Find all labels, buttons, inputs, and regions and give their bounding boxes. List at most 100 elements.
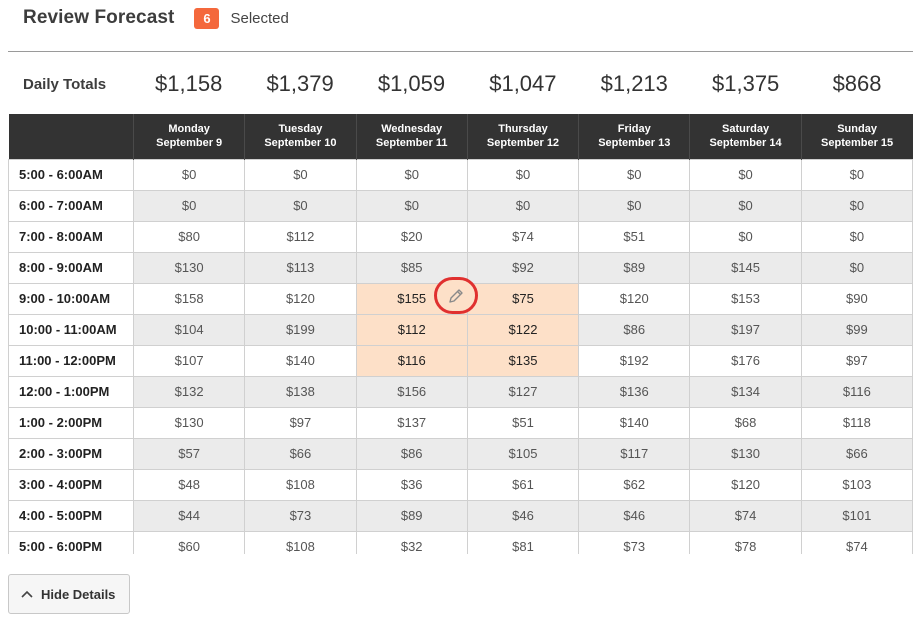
forecast-cell[interactable]: $32 (355, 530, 468, 554)
forecast-cell[interactable]: $134 (689, 375, 802, 408)
forecast-cell[interactable]: $192 (578, 344, 691, 377)
forecast-cell[interactable]: $197 (689, 313, 802, 346)
forecast-cell[interactable]: $137 (355, 406, 468, 439)
forecast-cell[interactable]: $74 (466, 220, 580, 253)
forecast-cell[interactable]: $0 (355, 158, 468, 191)
forecast-cell[interactable]: $0 (244, 189, 357, 222)
forecast-cell[interactable]: $108 (244, 530, 357, 554)
forecast-cell[interactable]: $140 (244, 344, 357, 377)
forecast-cell[interactable]: $73 (578, 530, 691, 554)
forecast-cell[interactable]: $0 (578, 158, 691, 191)
hide-details-button[interactable]: Hide Details (8, 574, 130, 614)
forecast-cell[interactable]: $86 (355, 437, 468, 470)
forecast-cell[interactable]: $0 (355, 189, 468, 222)
forecast-cell[interactable]: $66 (800, 437, 913, 470)
forecast-cell[interactable]: $89 (355, 499, 468, 532)
forecast-cell[interactable]: $138 (244, 375, 357, 408)
selected-count-badge: 6 (194, 7, 220, 29)
forecast-cell[interactable]: $74 (689, 499, 802, 532)
forecast-cell[interactable]: $120 (689, 468, 802, 501)
forecast-cell[interactable]: $48 (132, 468, 246, 501)
forecast-cell[interactable]: $66 (244, 437, 357, 470)
forecast-cell[interactable]: $0 (800, 158, 913, 191)
forecast-cell[interactable]: $122 (466, 313, 580, 346)
day-column-header: Friday September 13 (578, 114, 691, 159)
forecast-cell[interactable]: $0 (800, 220, 913, 253)
forecast-cell[interactable]: $120 (244, 282, 357, 315)
forecast-cell[interactable]: $112 (355, 313, 468, 346)
forecast-cell[interactable]: $46 (578, 499, 691, 532)
forecast-cell[interactable]: $85 (355, 251, 468, 284)
forecast-cell[interactable]: $73 (244, 499, 357, 532)
forecast-cell[interactable]: $0 (132, 158, 246, 191)
forecast-cell[interactable]: $158 (132, 282, 246, 315)
forecast-cell[interactable]: $118 (800, 406, 913, 439)
forecast-cell[interactable]: $81 (466, 530, 580, 554)
forecast-cell[interactable]: $92 (466, 251, 580, 284)
forecast-cell[interactable]: $90 (800, 282, 913, 315)
forecast-cell[interactable]: $44 (132, 499, 246, 532)
forecast-cell[interactable]: $46 (466, 499, 580, 532)
table-corner-cell (8, 114, 134, 159)
forecast-cell[interactable]: $199 (244, 313, 357, 346)
forecast-cell[interactable]: $136 (578, 375, 691, 408)
forecast-cell[interactable]: $116 (800, 375, 913, 408)
forecast-cell[interactable]: $135 (466, 344, 580, 377)
day-date: September 9 (156, 137, 223, 150)
forecast-cell[interactable]: $107 (132, 344, 246, 377)
forecast-cell[interactable]: $116 (355, 344, 468, 377)
forecast-cell[interactable]: $113 (244, 251, 357, 284)
forecast-cell[interactable]: $0 (689, 220, 802, 253)
forecast-cell[interactable]: $51 (466, 406, 580, 439)
forecast-cell[interactable]: $108 (244, 468, 357, 501)
forecast-cell[interactable]: $97 (800, 344, 913, 377)
forecast-cell[interactable]: $156 (355, 375, 468, 408)
forecast-cell[interactable]: $0 (132, 189, 246, 222)
forecast-cell[interactable]: $89 (578, 251, 691, 284)
forecast-cell[interactable]: $0 (466, 158, 580, 191)
forecast-cell[interactable]: $0 (244, 158, 357, 191)
forecast-cell[interactable]: $132 (132, 375, 246, 408)
forecast-cell[interactable]: $78 (689, 530, 802, 554)
forecast-cell[interactable]: $0 (800, 189, 913, 222)
forecast-cell[interactable]: $176 (689, 344, 802, 377)
forecast-cell[interactable]: $97 (244, 406, 357, 439)
forecast-cell[interactable]: $153 (689, 282, 802, 315)
forecast-cell[interactable]: $140 (578, 406, 691, 439)
header-divider (8, 51, 913, 52)
forecast-cell[interactable]: $145 (689, 251, 802, 284)
forecast-cell[interactable]: $120 (578, 282, 691, 315)
forecast-cell[interactable]: $0 (578, 189, 691, 222)
forecast-cell[interactable]: $103 (800, 468, 913, 501)
forecast-cell[interactable]: $62 (578, 468, 691, 501)
forecast-cell[interactable]: $0 (466, 189, 580, 222)
forecast-cell[interactable]: $99 (800, 313, 913, 346)
forecast-cell[interactable]: $74 (800, 530, 913, 554)
day-name: Monday (168, 123, 210, 136)
forecast-cell[interactable]: $20 (355, 220, 468, 253)
forecast-cell[interactable]: $86 (578, 313, 691, 346)
forecast-cell[interactable]: $75 (466, 282, 580, 315)
forecast-cell[interactable]: $101 (800, 499, 913, 532)
forecast-cell[interactable]: $0 (689, 158, 802, 191)
forecast-cell[interactable]: $80 (132, 220, 246, 253)
edit-selection-button[interactable] (434, 277, 478, 314)
forecast-cell[interactable]: $0 (689, 189, 802, 222)
forecast-cell[interactable]: $68 (689, 406, 802, 439)
forecast-cell[interactable]: $51 (578, 220, 691, 253)
forecast-cell[interactable]: $57 (132, 437, 246, 470)
forecast-cell[interactable]: $0 (800, 251, 913, 284)
forecast-cell[interactable]: $127 (466, 375, 580, 408)
forecast-cell[interactable]: $36 (355, 468, 468, 501)
forecast-grid[interactable]: Monday September 9 Tuesday September 10 Wedn… (8, 114, 913, 554)
forecast-cell[interactable]: $130 (132, 406, 246, 439)
forecast-cell[interactable]: $60 (132, 530, 246, 554)
hour-row-label: 2:00 - 3:00PM (8, 437, 134, 470)
forecast-cell[interactable]: $130 (132, 251, 246, 284)
forecast-cell[interactable]: $61 (466, 468, 580, 501)
forecast-cell[interactable]: $117 (578, 437, 691, 470)
forecast-cell[interactable]: $105 (466, 437, 580, 470)
forecast-cell[interactable]: $112 (244, 220, 357, 253)
forecast-cell[interactable]: $130 (689, 437, 802, 470)
forecast-cell[interactable]: $104 (132, 313, 246, 346)
